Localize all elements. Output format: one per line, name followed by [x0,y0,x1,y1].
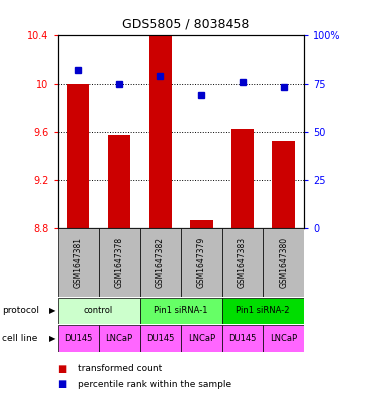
Text: GSM1647379: GSM1647379 [197,237,206,288]
Bar [231,129,254,228]
Text: GSM1647382: GSM1647382 [156,237,165,288]
Text: LNCaP: LNCaP [188,334,215,343]
Bar [58,298,140,324]
Text: DU145: DU145 [64,334,92,343]
Text: protocol: protocol [2,307,39,315]
Text: GSM1647378: GSM1647378 [115,237,124,288]
Text: ■: ■ [58,379,67,389]
Text: GSM1647380: GSM1647380 [279,237,288,288]
Bar [140,228,181,297]
Bar [190,220,213,228]
Text: GDS5805 / 8038458: GDS5805 / 8038458 [122,18,249,31]
Bar [222,325,263,352]
Text: DU145: DU145 [229,334,257,343]
Bar [108,135,131,228]
Text: transformed count: transformed count [78,364,162,373]
Text: GSM1647383: GSM1647383 [238,237,247,288]
Bar [140,298,222,324]
Text: LNCaP: LNCaP [106,334,133,343]
Bar [181,228,222,297]
Text: percentile rank within the sample: percentile rank within the sample [78,380,231,389]
Bar [99,325,140,352]
Bar [140,325,181,352]
Text: Pin1 siRNA-2: Pin1 siRNA-2 [236,307,290,315]
Text: DU145: DU145 [146,334,174,343]
Bar [263,228,304,297]
Bar [222,228,263,297]
Text: GSM1647381: GSM1647381 [73,237,83,288]
Text: LNCaP: LNCaP [270,334,297,343]
Bar [58,228,99,297]
Text: control: control [84,307,113,315]
Bar [58,325,99,352]
Bar [99,228,140,297]
Bar [67,84,89,228]
Text: ▶: ▶ [49,307,55,315]
Text: ▶: ▶ [49,334,55,343]
Bar [149,0,172,228]
Bar [181,325,222,352]
Text: ■: ■ [58,364,67,374]
Text: cell line: cell line [2,334,37,343]
Bar [272,141,295,228]
Bar [263,325,304,352]
Text: Pin1 siRNA-1: Pin1 siRNA-1 [154,307,208,315]
Bar [222,298,304,324]
